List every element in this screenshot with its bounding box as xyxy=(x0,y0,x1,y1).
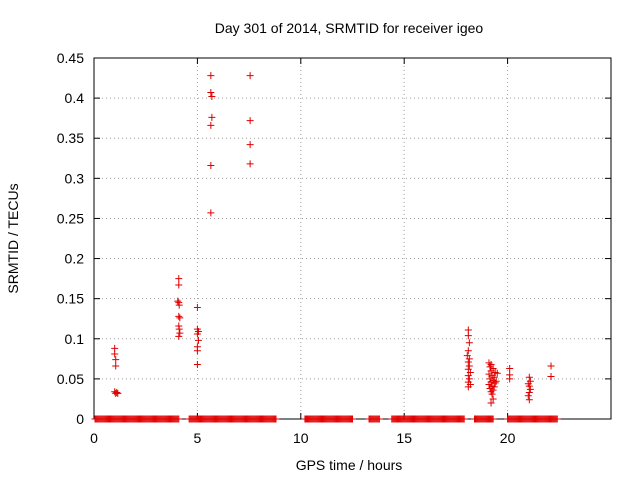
data-point xyxy=(375,415,383,423)
data-point xyxy=(525,396,533,404)
data-point xyxy=(464,372,472,380)
data-point xyxy=(490,383,498,391)
x-tick-label: 0 xyxy=(90,430,98,446)
data-point xyxy=(194,336,202,344)
data-point xyxy=(112,362,120,370)
x-tick-label: 5 xyxy=(194,430,202,446)
data-point xyxy=(464,332,472,340)
data-point xyxy=(506,364,514,372)
gridlines xyxy=(94,58,611,419)
x-tick-label: 20 xyxy=(500,430,516,446)
data-point xyxy=(489,395,497,403)
data-points xyxy=(91,72,561,423)
data-point xyxy=(272,415,280,423)
data-point xyxy=(175,281,183,289)
data-point xyxy=(506,375,514,383)
data-point xyxy=(487,399,495,407)
data-point xyxy=(525,382,533,390)
data-point xyxy=(114,389,122,397)
data-point xyxy=(193,347,201,355)
data-point xyxy=(246,117,254,125)
data-point xyxy=(111,350,119,358)
x-tick-label: 10 xyxy=(293,430,309,446)
data-point xyxy=(113,389,121,397)
data-point xyxy=(486,375,494,383)
x-tick-label: 15 xyxy=(396,430,412,446)
y-tick-label: 0.05 xyxy=(57,371,84,387)
data-point xyxy=(175,325,183,333)
data-point xyxy=(488,390,496,398)
data-point xyxy=(207,161,215,169)
plot-frame xyxy=(93,57,612,420)
data-point xyxy=(553,415,561,423)
data-point xyxy=(246,141,254,149)
data-point xyxy=(485,381,493,389)
data-point xyxy=(464,383,472,391)
data-point xyxy=(193,330,201,338)
y-tick-label: 0.25 xyxy=(57,210,84,226)
data-point xyxy=(486,363,494,371)
data-point xyxy=(465,355,473,363)
y-tick-label: 0.4 xyxy=(65,90,85,106)
data-point xyxy=(460,415,468,423)
data-point xyxy=(193,303,201,311)
data-point xyxy=(526,385,534,393)
y-tick-label: 0.3 xyxy=(65,170,85,186)
axis-ticks: 0 0.05 0.1 0.15 0.2 0.25 0.3 0.35 0.4 0.45 0 5 10 15 2… xyxy=(57,50,611,446)
data-point xyxy=(465,375,473,383)
data-point xyxy=(547,372,555,380)
y-tick-label: 0.35 xyxy=(57,130,84,146)
data-point xyxy=(175,301,183,309)
data-point xyxy=(492,377,500,385)
x-axis-label: GPS time / hours xyxy=(296,457,403,473)
data-point xyxy=(349,415,356,423)
data-point xyxy=(175,275,183,283)
data-point xyxy=(176,329,184,337)
data-point xyxy=(465,362,473,370)
data-point xyxy=(491,379,499,387)
data-point xyxy=(207,121,215,129)
data-point xyxy=(524,392,532,400)
y-axis-label: SRMTID / TECUs xyxy=(5,183,21,293)
y-tick-label: 0.2 xyxy=(65,251,85,267)
data-point xyxy=(493,369,501,377)
y-tick-label: 0.1 xyxy=(65,331,85,347)
data-point xyxy=(175,415,183,423)
data-point xyxy=(464,358,472,366)
data-point xyxy=(174,297,182,305)
data-point xyxy=(246,160,254,168)
y-tick-label: 0 xyxy=(76,411,84,427)
data-point xyxy=(175,312,183,320)
data-point xyxy=(208,93,216,101)
data-point xyxy=(207,209,215,217)
y-tick-label: 0.45 xyxy=(57,50,84,66)
data-point xyxy=(486,385,494,393)
data-point xyxy=(246,72,254,80)
data-point xyxy=(485,370,493,378)
data-point xyxy=(547,362,555,370)
data-point xyxy=(208,113,216,121)
data-point xyxy=(490,373,498,381)
data-point xyxy=(489,415,497,423)
y-tick-label: 0.15 xyxy=(57,291,84,307)
data-point xyxy=(207,88,215,96)
data-point xyxy=(112,356,120,364)
data-point xyxy=(464,347,472,355)
data-point xyxy=(207,72,215,80)
data-point xyxy=(525,389,533,397)
data-point xyxy=(525,373,533,381)
data-point xyxy=(465,339,473,347)
data-point xyxy=(193,360,201,368)
data-point xyxy=(176,314,184,322)
chart-title: Day 301 of 2014, SRMTID for receiver ige… xyxy=(215,20,484,36)
data-point xyxy=(175,332,183,340)
